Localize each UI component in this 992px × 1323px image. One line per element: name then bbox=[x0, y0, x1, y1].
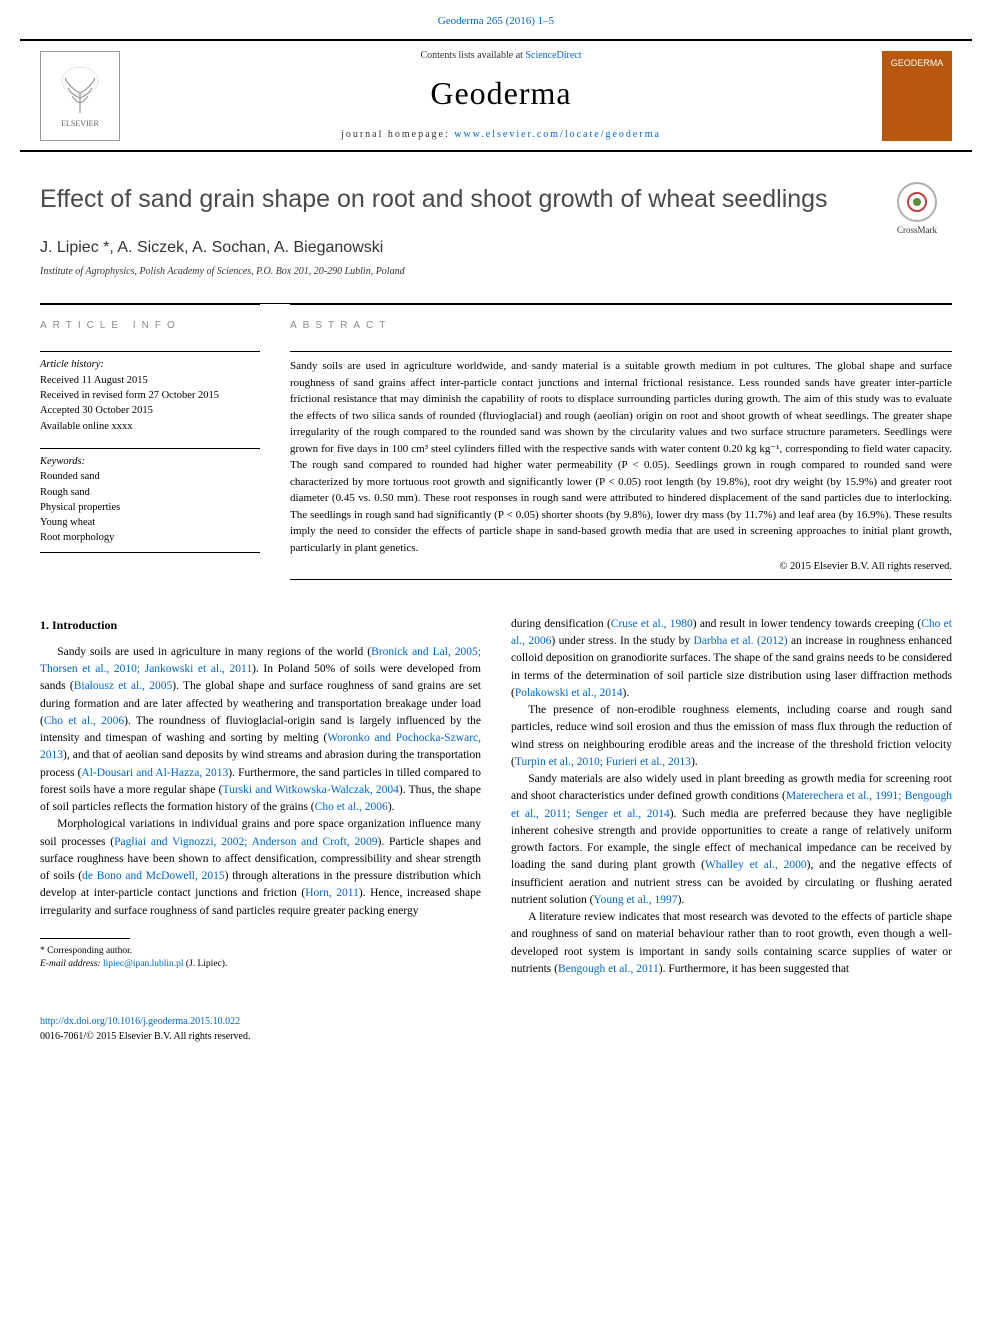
body-paragraph: A literature review indicates that most … bbox=[511, 909, 952, 978]
citation-link[interactable]: Al-Dousari and Al-Hazza, 2013 bbox=[81, 767, 228, 779]
elsevier-tree-icon bbox=[50, 63, 110, 118]
body-paragraph: Morphological variations in individual g… bbox=[40, 816, 481, 920]
citation-link[interactable]: Darbha et al. (2012) bbox=[694, 635, 788, 647]
citation-link[interactable]: Turpin et al., 2010; Furieri et al., 201… bbox=[515, 756, 691, 768]
body-paragraph: The presence of non-erodible roughness e… bbox=[511, 702, 952, 771]
homepage-line: journal homepage: www.elsevier.com/locat… bbox=[120, 128, 882, 142]
crossmark-badge[interactable]: CrossMark bbox=[882, 182, 952, 237]
abstract-panel: abstract Sandy soils are used in agricul… bbox=[290, 304, 952, 580]
keyword-item: Rough sand bbox=[40, 485, 260, 500]
article-history: Article history: Received 11 August 2015… bbox=[40, 351, 260, 434]
right-column: during densification (Cruse et al., 1980… bbox=[511, 616, 952, 978]
keyword-item: Physical properties bbox=[40, 500, 260, 515]
homepage-link[interactable]: www.elsevier.com/locate/geoderma bbox=[454, 129, 661, 140]
left-column: 1. Introduction Sandy soils are used in … bbox=[40, 616, 481, 978]
issn-line: 0016-7061/© 2015 Elsevier B.V. All right… bbox=[40, 1031, 250, 1042]
email-link[interactable]: lipiec@ipan.lublin.pl bbox=[103, 959, 184, 969]
keyword-item: Root morphology bbox=[40, 530, 260, 545]
contents-line: Contents lists available at ScienceDirec… bbox=[120, 49, 882, 63]
authors: J. Lipiec *, A. Siczek, A. Sochan, A. Bi… bbox=[40, 237, 952, 259]
doi-link[interactable]: http://dx.doi.org/10.1016/j.geoderma.201… bbox=[40, 1016, 240, 1027]
top-citation: Geoderma 265 (2016) 1–5 bbox=[0, 0, 992, 39]
history-label: Article history: bbox=[40, 358, 260, 373]
journal-header: ELSEVIER Contents lists available at Sci… bbox=[20, 39, 972, 152]
citation-link[interactable]: Horn, 2011 bbox=[305, 887, 359, 899]
header-center: Contents lists available at ScienceDirec… bbox=[120, 49, 882, 142]
crossmark-label: CrossMark bbox=[897, 224, 937, 237]
citation-link[interactable]: Geoderma 265 (2016) 1–5 bbox=[438, 15, 554, 27]
keyword-item: Young wheat bbox=[40, 515, 260, 530]
footer: http://dx.doi.org/10.1016/j.geoderma.201… bbox=[0, 998, 992, 1064]
citation-link[interactable]: Turski and Witkowska-Walczak, 2004 bbox=[222, 784, 398, 796]
elsevier-label: ELSEVIER bbox=[61, 118, 99, 129]
keyword-item: Rounded sand bbox=[40, 469, 260, 484]
cover-label: GEODERMA bbox=[891, 57, 944, 70]
affiliation: Institute of Agrophysics, Polish Academy… bbox=[40, 265, 952, 279]
footnote-divider bbox=[40, 938, 130, 939]
abstract-text: Sandy soils are used in agriculture worl… bbox=[290, 351, 952, 556]
article-title: Effect of sand grain shape on root and s… bbox=[40, 182, 882, 217]
citation-link[interactable]: de Bono and McDowell, 2015 bbox=[82, 870, 225, 882]
keywords-label: Keywords: bbox=[40, 455, 260, 470]
journal-name: Geoderma bbox=[120, 71, 882, 116]
citation-link[interactable]: Białousz et al., 2005 bbox=[74, 680, 173, 692]
copyright: © 2015 Elsevier B.V. All rights reserved… bbox=[290, 560, 952, 575]
keywords-section: Keywords: Rounded sand Rough sand Physic… bbox=[40, 448, 260, 553]
citation-link[interactable]: Cho et al., 2006 bbox=[315, 801, 388, 813]
body-paragraph: Sandy soils are used in agriculture in m… bbox=[40, 644, 481, 817]
journal-cover: GEODERMA bbox=[882, 51, 952, 141]
section-heading: 1. Introduction bbox=[40, 616, 481, 634]
crossmark-icon bbox=[897, 182, 937, 222]
article-info-panel: article info Article history: Received 1… bbox=[40, 304, 260, 580]
sciencedirect-link[interactable]: ScienceDirect bbox=[525, 50, 581, 61]
citation-link[interactable]: Pagliai and Vignozzi, 2002; Anderson and… bbox=[114, 836, 377, 848]
email-footnote: E-mail address: lipiec@ipan.lublin.pl (J… bbox=[40, 958, 481, 971]
body-paragraph: during densification (Cruse et al., 1980… bbox=[511, 616, 952, 702]
citation-link[interactable]: Polakowski et al., 2014 bbox=[515, 687, 623, 699]
body-paragraph: Sandy materials are also widely used in … bbox=[511, 771, 952, 909]
elsevier-logo: ELSEVIER bbox=[40, 51, 120, 141]
history-revised: Received in revised form 27 October 2015 bbox=[40, 388, 260, 403]
citation-link[interactable]: Bengough et al., 2011 bbox=[558, 963, 659, 975]
citation-link[interactable]: Cruse et al., 1980 bbox=[611, 618, 693, 630]
body-columns: 1. Introduction Sandy soils are used in … bbox=[40, 616, 952, 978]
corresponding-author: * Corresponding author. bbox=[40, 945, 481, 958]
history-accepted: Accepted 30 October 2015 bbox=[40, 403, 260, 418]
abstract-heading: abstract bbox=[290, 319, 952, 333]
info-heading: article info bbox=[40, 319, 260, 333]
citation-link[interactable]: Whalley et al., 2000 bbox=[705, 859, 807, 871]
history-received: Received 11 August 2015 bbox=[40, 373, 260, 388]
main-content: Effect of sand grain shape on root and s… bbox=[0, 152, 992, 998]
citation-link[interactable]: Young et al., 1997 bbox=[593, 894, 677, 906]
citation-link[interactable]: Cho et al., 2006 bbox=[44, 715, 124, 727]
history-online: Available online xxxx bbox=[40, 419, 260, 434]
